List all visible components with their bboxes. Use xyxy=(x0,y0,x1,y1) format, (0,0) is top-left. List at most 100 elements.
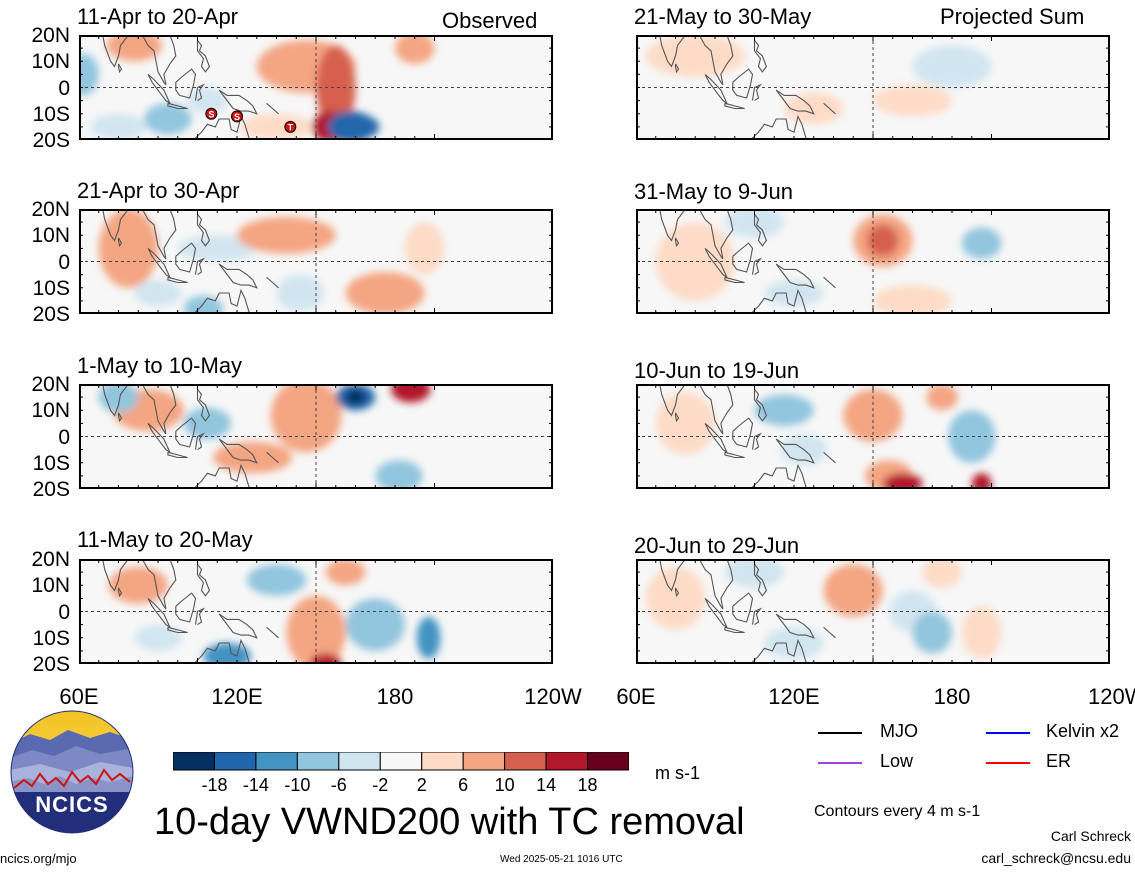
coastline xyxy=(117,63,123,74)
colorbar-label-9: 18 xyxy=(577,775,598,795)
anomaly-patch xyxy=(764,627,824,659)
anomaly-patch xyxy=(867,224,899,257)
coastline xyxy=(102,35,129,68)
legend-line-er xyxy=(986,762,1030,764)
anomaly-patch xyxy=(961,227,1002,259)
y-label-3-0: 20N xyxy=(31,548,70,571)
colorbar-swatch xyxy=(545,751,589,771)
coastline xyxy=(192,463,252,489)
coastline xyxy=(732,417,754,448)
anomaly-patch xyxy=(961,606,1002,659)
coastline xyxy=(218,89,258,115)
anomaly-patch xyxy=(971,473,992,489)
colorbar-swatch xyxy=(213,751,257,771)
tc-marker-symbol: S xyxy=(208,109,214,119)
coastline xyxy=(724,276,745,284)
coastline xyxy=(102,384,129,417)
anomaly-patch xyxy=(375,460,423,489)
footer-timestamp: Wed 2025-05-21 1016 UTC xyxy=(500,854,623,865)
main-title: 10-day VWND200 with TC removal xyxy=(154,801,745,843)
anomaly-patch xyxy=(655,391,715,455)
legend-line-low xyxy=(818,762,862,764)
coastline xyxy=(704,597,729,629)
x-label-right-60e: 60E xyxy=(616,684,656,709)
y-label-3-4: 20S xyxy=(32,653,70,676)
legend-line-mjo xyxy=(818,732,862,734)
panel-title-6: 10-Jun to 19-Jun xyxy=(634,358,800,383)
coastline xyxy=(175,592,197,623)
anomaly-patch xyxy=(873,84,952,117)
colorbar-swatch xyxy=(462,751,506,771)
coastline xyxy=(147,247,172,279)
coastline xyxy=(704,422,729,454)
anomaly-patch xyxy=(404,222,445,275)
coastline xyxy=(266,626,279,639)
footer-url: ncics.org/mjo xyxy=(0,851,77,866)
anomaly-patch xyxy=(237,216,336,254)
colorbar-label-4: -2 xyxy=(372,775,389,795)
map-panel-jun20-jun29 xyxy=(636,559,1110,664)
y-label-1-1: 10N xyxy=(31,224,70,248)
coastline xyxy=(698,35,734,86)
anomaly-patch xyxy=(286,595,346,664)
coastline xyxy=(698,559,734,610)
coastline xyxy=(732,242,754,273)
y-label-0-4: 20S xyxy=(32,129,70,152)
coastline xyxy=(823,626,836,639)
coastline xyxy=(141,559,177,610)
legend-label-er: ER xyxy=(1046,751,1072,771)
anomaly-patch xyxy=(106,35,162,62)
x-label-left-180: 180 xyxy=(376,684,414,709)
anomaly-patch xyxy=(345,389,366,405)
coastline xyxy=(196,39,211,73)
legend-label-kelvin: Kelvin x2 xyxy=(1046,721,1120,741)
anomaly-patch xyxy=(873,285,952,314)
coastline xyxy=(753,388,768,422)
panel-title-3: 11-May to 20-May xyxy=(77,527,253,552)
anomaly-patch xyxy=(922,559,962,588)
tc-marker-symbol: T xyxy=(288,122,294,132)
coastline xyxy=(659,384,686,417)
coastline xyxy=(674,237,680,248)
coastline xyxy=(659,209,686,242)
coastline xyxy=(775,263,815,289)
coastline xyxy=(724,102,745,110)
panel-title-2: 1-May to 10-May xyxy=(77,353,243,378)
anomaly-patch xyxy=(754,394,814,426)
colorbar-label-5: 2 xyxy=(416,775,427,795)
coastline xyxy=(674,63,680,74)
colorbar-label-1: -14 xyxy=(242,775,269,795)
coastline xyxy=(732,68,754,99)
coastline xyxy=(724,626,745,634)
y-label-2-1: 10N xyxy=(31,399,70,423)
coastline xyxy=(266,102,279,115)
coastline xyxy=(192,638,252,664)
coastline xyxy=(218,438,258,464)
coastline xyxy=(102,209,129,242)
panel-title-5: 31-May to 9-Jun xyxy=(634,179,793,204)
coastline xyxy=(117,587,123,598)
coastline xyxy=(167,102,188,110)
anomaly-patch xyxy=(926,384,958,411)
coastline xyxy=(167,626,188,634)
anomaly-patch xyxy=(270,384,342,453)
y-label-1-4: 20S xyxy=(32,303,70,326)
x-label-left-60e: 60E xyxy=(59,684,99,709)
anomaly-patch xyxy=(395,35,435,64)
colorbar-label-6: 6 xyxy=(458,775,469,795)
colorbar-label-7: 10 xyxy=(494,775,515,795)
colorbar-swatch xyxy=(338,751,381,771)
coastline xyxy=(266,276,279,289)
anomaly-patch xyxy=(90,113,147,140)
y-label-0-0: 20N xyxy=(31,24,70,47)
anomaly-patch xyxy=(316,45,356,130)
anomaly-patch xyxy=(912,611,952,654)
map-panel-may1-may10 xyxy=(79,384,553,489)
anomaly-patch xyxy=(823,564,883,617)
y-label-1-3: 10S xyxy=(32,276,70,300)
anomaly-patch xyxy=(416,616,441,659)
projected-sum-label: Projected Sum xyxy=(940,4,1085,29)
tc-marker-2: T xyxy=(284,120,297,133)
colorbar-label-2: -10 xyxy=(284,775,311,795)
anomaly-patch xyxy=(345,598,405,651)
